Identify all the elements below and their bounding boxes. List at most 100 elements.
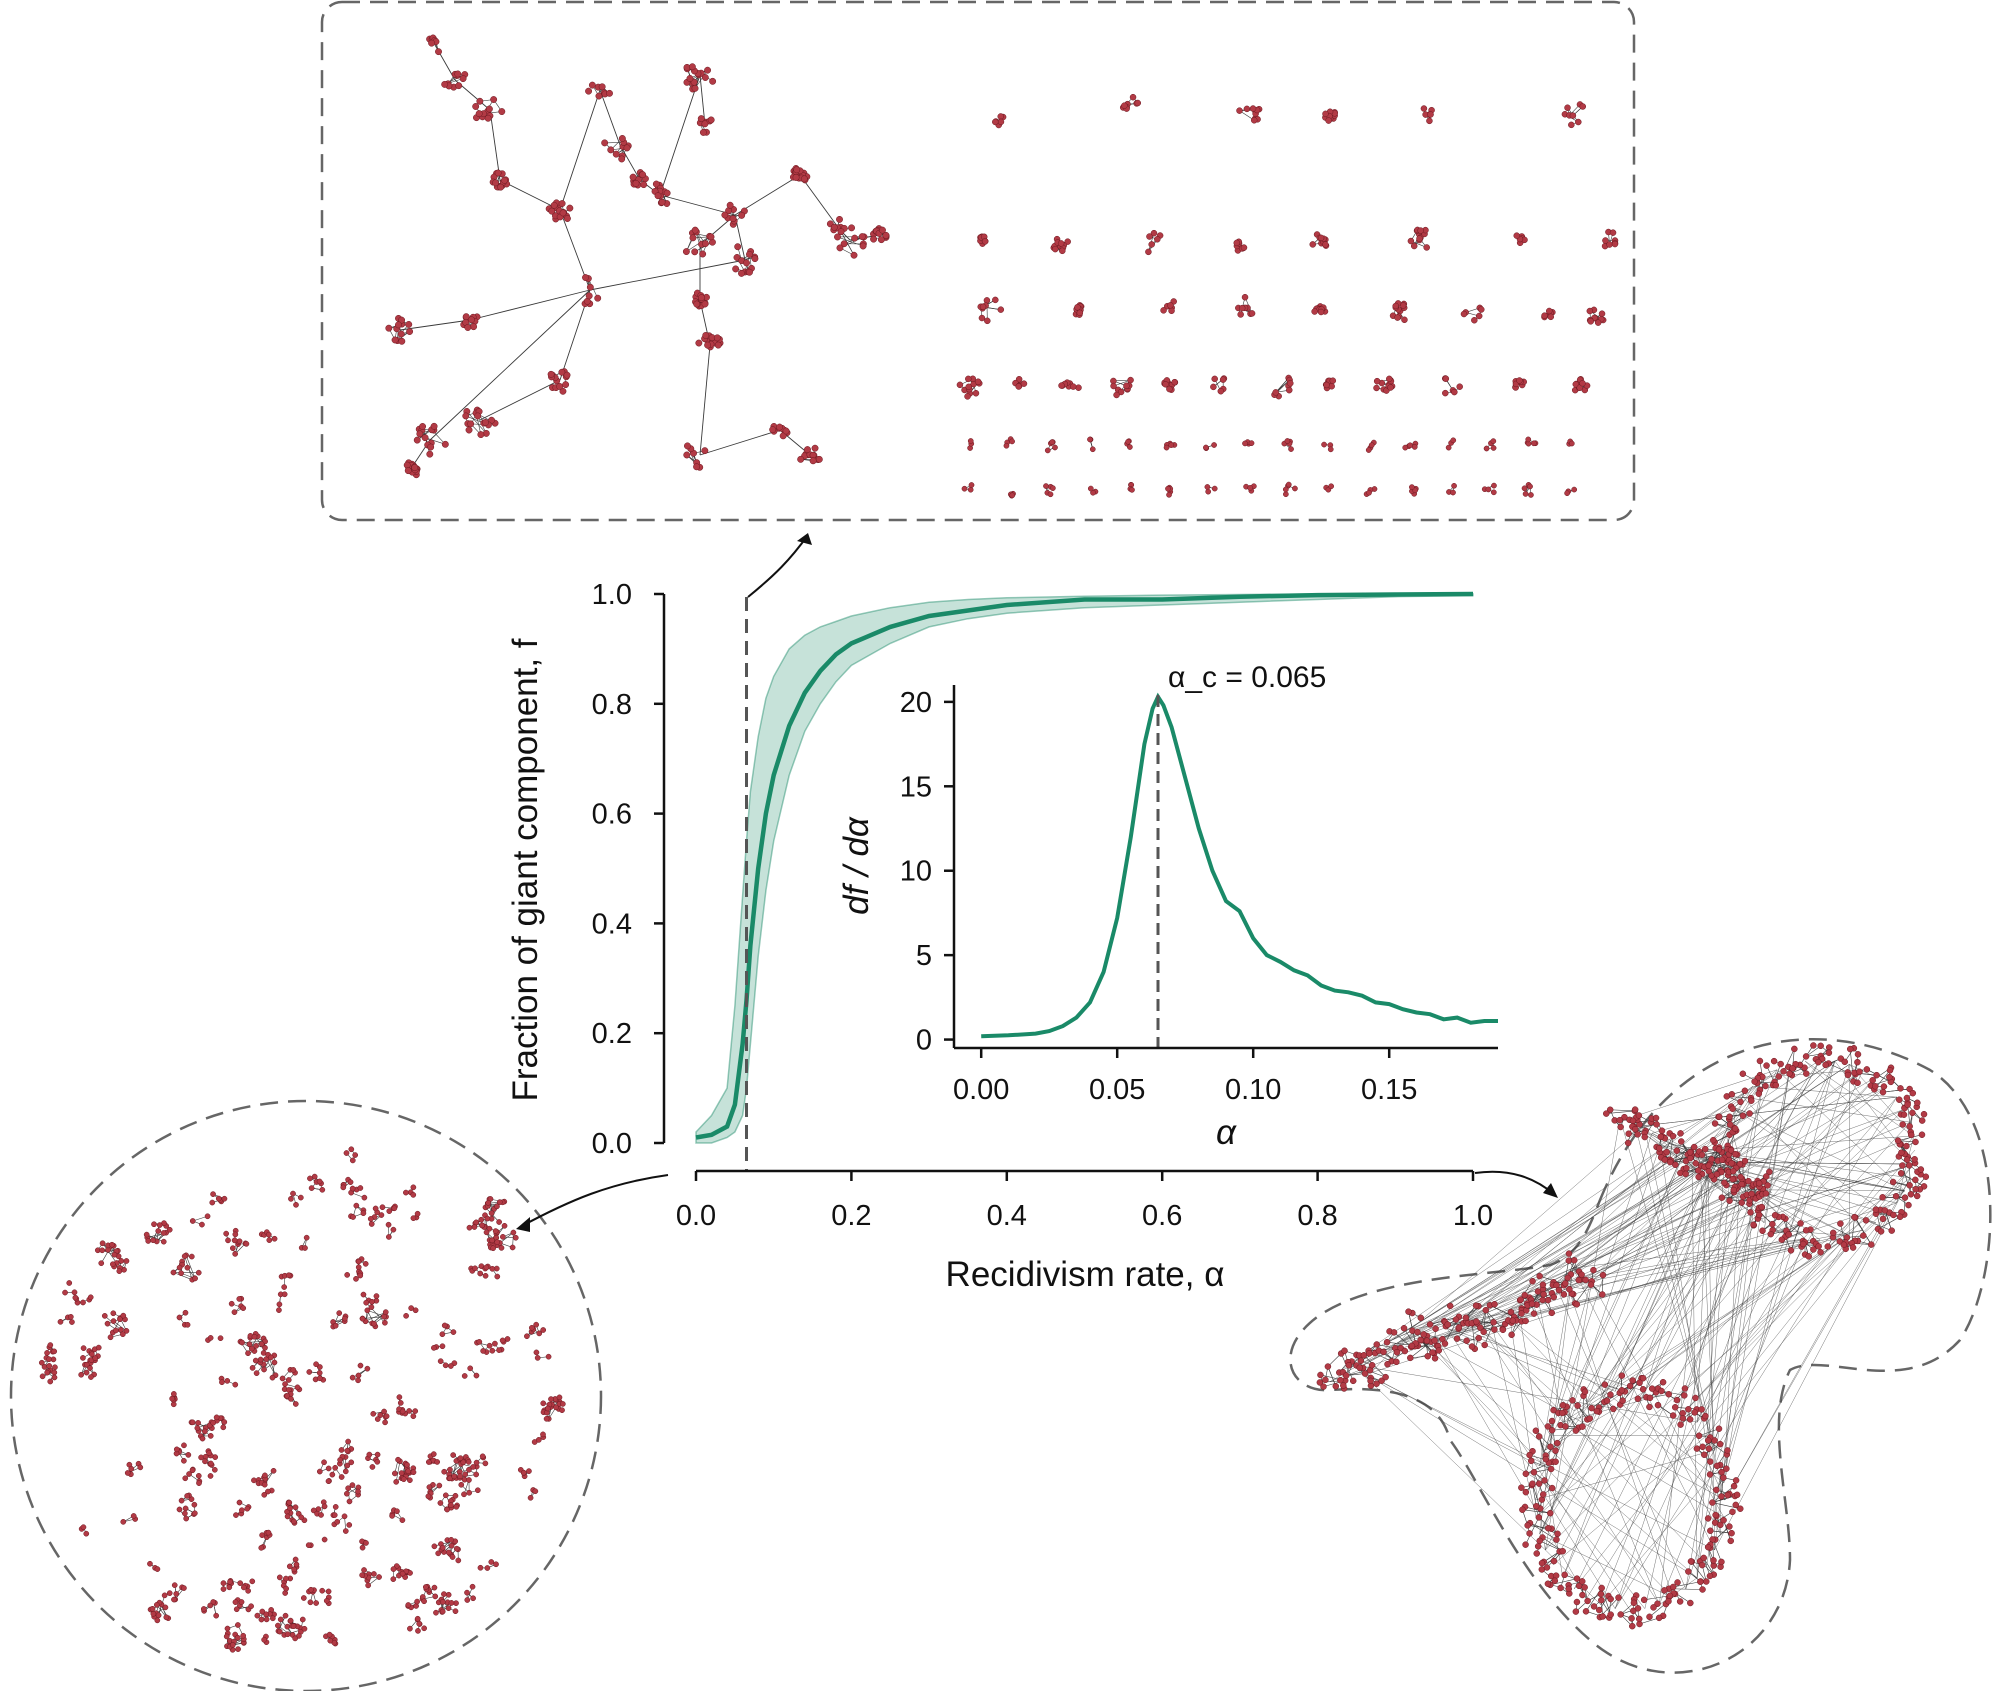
network-node: [261, 1491, 268, 1498]
network-node: [270, 1467, 277, 1474]
network-node: [441, 1591, 447, 1597]
network-node: [1751, 1078, 1758, 1085]
network-node: [1601, 1381, 1609, 1388]
network-node: [1590, 1603, 1598, 1610]
network-node: [1572, 1427, 1580, 1434]
network-node: [540, 1400, 547, 1407]
network-node: [283, 1585, 290, 1592]
network-node: [594, 294, 602, 302]
network-node: [1451, 388, 1458, 396]
network-node: [1211, 442, 1217, 448]
network-node: [1117, 388, 1125, 396]
network-node: [1478, 306, 1485, 313]
network-node: [345, 1485, 351, 1492]
network-node: [476, 97, 484, 105]
network-node: [1712, 1511, 1719, 1519]
network-edge: [1347, 1363, 1540, 1467]
network-node: [489, 1347, 496, 1354]
network-node: [494, 1203, 500, 1210]
network-node: [479, 1222, 486, 1229]
network-node: [1810, 1042, 1817, 1049]
network-node: [182, 1475, 189, 1482]
network-node: [1730, 1482, 1738, 1490]
network-node: [317, 1364, 323, 1370]
network-node: [207, 1335, 214, 1341]
network-node: [629, 173, 637, 181]
network-node: [271, 1359, 278, 1366]
network-node: [1247, 485, 1254, 491]
network-node: [1707, 1527, 1714, 1535]
network-node: [399, 1517, 406, 1523]
network-node: [101, 1313, 108, 1319]
network-node: [223, 1633, 230, 1640]
network-edge: [686, 236, 710, 252]
network-node: [1844, 1071, 1852, 1079]
network-node: [776, 423, 784, 431]
network-node: [882, 231, 890, 239]
network-node: [1394, 314, 1401, 321]
network-node: [1387, 384, 1394, 391]
network-node: [221, 1195, 228, 1202]
network-node: [232, 1251, 239, 1257]
network-node: [1475, 312, 1483, 320]
network-edge: [1527, 1190, 1736, 1293]
network-node: [466, 1224, 473, 1231]
network-node: [395, 1456, 401, 1463]
network-node: [92, 1355, 99, 1361]
network-node: [215, 1195, 222, 1202]
network-node: [448, 1600, 455, 1606]
network-node: [378, 1212, 385, 1218]
network-node: [769, 426, 777, 434]
network-edge: [1562, 1235, 1850, 1423]
network-node: [500, 1233, 506, 1240]
network-node: [288, 1196, 294, 1202]
network-node: [1134, 99, 1142, 107]
network-node: [558, 200, 566, 207]
network-node: [109, 1241, 115, 1248]
network-node: [189, 1419, 196, 1426]
network-node: [462, 1471, 469, 1478]
network-node: [1905, 1162, 1913, 1169]
network-node: [246, 1341, 253, 1348]
network-node: [1920, 1110, 1928, 1118]
network-node: [1075, 384, 1082, 391]
network-node: [607, 146, 615, 154]
network-edge: [1534, 1449, 1715, 1501]
network-node: [397, 1400, 404, 1406]
network-node: [406, 1408, 413, 1414]
network-node: [1787, 1247, 1795, 1254]
network-node: [464, 324, 472, 331]
network-node: [46, 1363, 53, 1369]
network-node: [1559, 1409, 1566, 1417]
network-node: [1241, 293, 1249, 301]
network-node: [290, 1518, 297, 1525]
network-node: [385, 1221, 392, 1228]
network-node: [1598, 310, 1606, 317]
network-node: [1718, 1194, 1726, 1201]
network-node: [262, 1472, 268, 1479]
network-node: [691, 248, 699, 256]
network-node: [185, 1452, 192, 1458]
network-node: [300, 1595, 307, 1601]
network-node: [441, 80, 449, 88]
network-node: [292, 1556, 299, 1563]
network-node: [1110, 382, 1117, 390]
network-node: [1900, 1111, 1908, 1118]
network-node: [338, 1447, 345, 1453]
network-node: [1602, 237, 1609, 244]
network-node: [1907, 1191, 1915, 1198]
network-node: [426, 1484, 433, 1490]
network-node: [98, 1260, 105, 1267]
network-node: [559, 1407, 565, 1414]
network-node: [265, 1488, 271, 1495]
network-node: [39, 1373, 46, 1380]
network-node: [162, 1604, 169, 1611]
network-node: [332, 1464, 339, 1471]
network-node: [318, 1512, 324, 1518]
network-node: [1584, 1597, 1591, 1605]
network-node: [490, 96, 498, 103]
network-node: [282, 1381, 288, 1387]
network-node: [1287, 380, 1294, 387]
network-node: [1726, 1121, 1734, 1128]
network-node: [368, 1221, 375, 1227]
